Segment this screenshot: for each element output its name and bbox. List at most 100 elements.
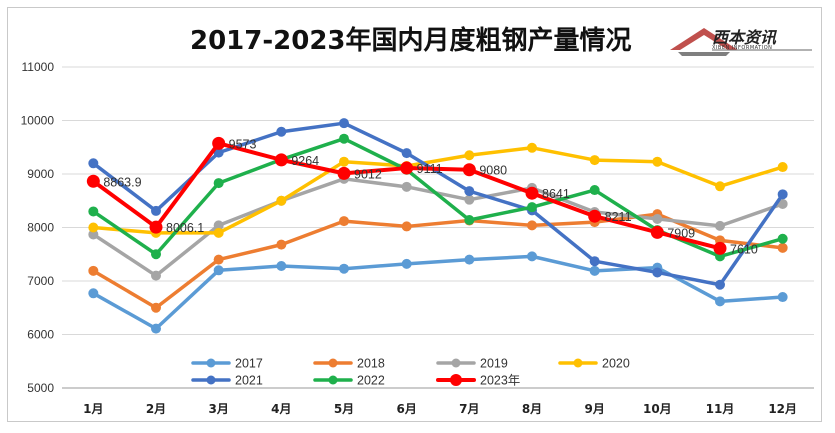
data-point — [276, 126, 287, 137]
data-label: 9264 — [291, 154, 319, 168]
data-point — [88, 206, 99, 217]
data-label: 7610 — [730, 242, 758, 256]
legend-swatch-marker — [206, 375, 216, 385]
data-point — [213, 254, 224, 265]
x-tick-label: 7月 — [459, 402, 479, 416]
data-point — [777, 233, 788, 244]
series-lines — [86, 118, 788, 334]
x-tick-label: 9月 — [584, 402, 604, 416]
data-point — [713, 241, 727, 255]
data-point — [213, 227, 224, 238]
data-point — [401, 148, 412, 159]
data-label: 8641 — [542, 187, 570, 201]
brand-logo — [670, 28, 812, 56]
data-point — [464, 194, 475, 205]
data-point — [151, 302, 161, 313]
chart-title: 2017-2023年国内月度粗钢产量情况 — [190, 26, 632, 56]
data-label: 8211 — [605, 210, 632, 224]
legend-swatch-marker — [328, 358, 338, 368]
legend-label: 2021 — [235, 374, 263, 388]
data-point — [213, 265, 224, 276]
y-tick-label: 9000 — [27, 167, 54, 181]
data-point — [276, 239, 287, 250]
x-tick-label: 8月 — [522, 402, 542, 416]
data-point — [652, 213, 663, 224]
data-label: 9111 — [417, 162, 443, 176]
data-point — [276, 195, 287, 206]
legend-swatch-marker — [573, 358, 583, 368]
data-point — [777, 198, 788, 209]
series-line — [91, 254, 785, 331]
data-point — [464, 254, 475, 265]
data-point — [212, 136, 226, 150]
series-line — [91, 146, 785, 235]
data-point — [589, 185, 600, 196]
legend-label: 2017 — [235, 357, 263, 371]
legend-swatch-marker — [451, 358, 461, 368]
x-tick-label: 10月 — [643, 402, 672, 416]
data-point — [400, 161, 414, 175]
data-point — [151, 205, 161, 216]
data-point — [525, 186, 539, 200]
data-point — [464, 150, 475, 161]
data-point — [652, 156, 663, 167]
data-point — [589, 265, 600, 276]
data-point — [276, 261, 287, 272]
data-point — [88, 229, 99, 240]
y-tick-label: 10000 — [21, 114, 55, 128]
data-point — [274, 153, 288, 167]
data-point — [777, 242, 788, 253]
y-tick-label: 6000 — [27, 328, 54, 342]
data-point — [149, 220, 163, 234]
data-point — [527, 220, 537, 231]
data-point — [589, 155, 600, 166]
data-point — [715, 220, 725, 231]
data-point — [589, 256, 600, 267]
data-point — [151, 249, 161, 260]
x-tick-label: 12月 — [768, 402, 797, 416]
legend-swatch-marker — [206, 358, 216, 368]
y-tick-label: 8000 — [27, 221, 54, 235]
data-point — [86, 174, 100, 188]
data-label: 9080 — [479, 164, 507, 178]
data-point — [777, 189, 788, 200]
data-point — [650, 225, 664, 239]
x-tick-label: 6月 — [396, 402, 416, 416]
data-point — [464, 215, 475, 226]
data-point — [213, 178, 224, 189]
data-point — [337, 166, 351, 180]
data-point — [151, 270, 161, 281]
series-line — [91, 121, 785, 287]
data-point — [88, 288, 99, 299]
data-label: 7909 — [667, 226, 695, 240]
y-tick-label: 11000 — [22, 60, 55, 74]
x-axis-ticks: 1月 2月 3月 4月 5月 6月 7月 8月 9月 10月 11月 12月 — [83, 402, 797, 416]
legend-label: 2022 — [357, 374, 385, 388]
data-point — [339, 133, 349, 144]
x-tick-label: 2月 — [146, 402, 166, 416]
y-tick-label: 7000 — [27, 274, 54, 288]
y-axis-ticks: 5000 6000 7000 8000 9000 10000 11000 — [21, 60, 55, 395]
data-point — [462, 163, 476, 177]
brand-logo-roof-icon — [670, 28, 738, 50]
x-tick-label: 1月 — [83, 402, 103, 416]
x-tick-label: 5月 — [334, 402, 354, 416]
data-point — [464, 186, 475, 197]
data-point — [213, 147, 224, 158]
legend-label: 2020 — [602, 357, 630, 371]
brand-subtitle: XIBEN INFORMATION — [712, 45, 773, 51]
legend-label: 2023年 — [480, 374, 520, 388]
data-point — [88, 265, 99, 276]
data-label: 9573 — [229, 137, 257, 151]
data-point — [715, 181, 725, 192]
data-point — [777, 292, 788, 303]
data-point — [401, 181, 412, 192]
data-point — [151, 323, 161, 334]
data-point — [401, 221, 412, 232]
data-point — [715, 296, 725, 307]
data-point — [401, 258, 412, 269]
data-point — [339, 118, 349, 129]
y-tick-label: 5000 — [27, 381, 54, 395]
chart-frame — [7, 7, 822, 422]
x-tick-label: 11月 — [706, 402, 735, 416]
